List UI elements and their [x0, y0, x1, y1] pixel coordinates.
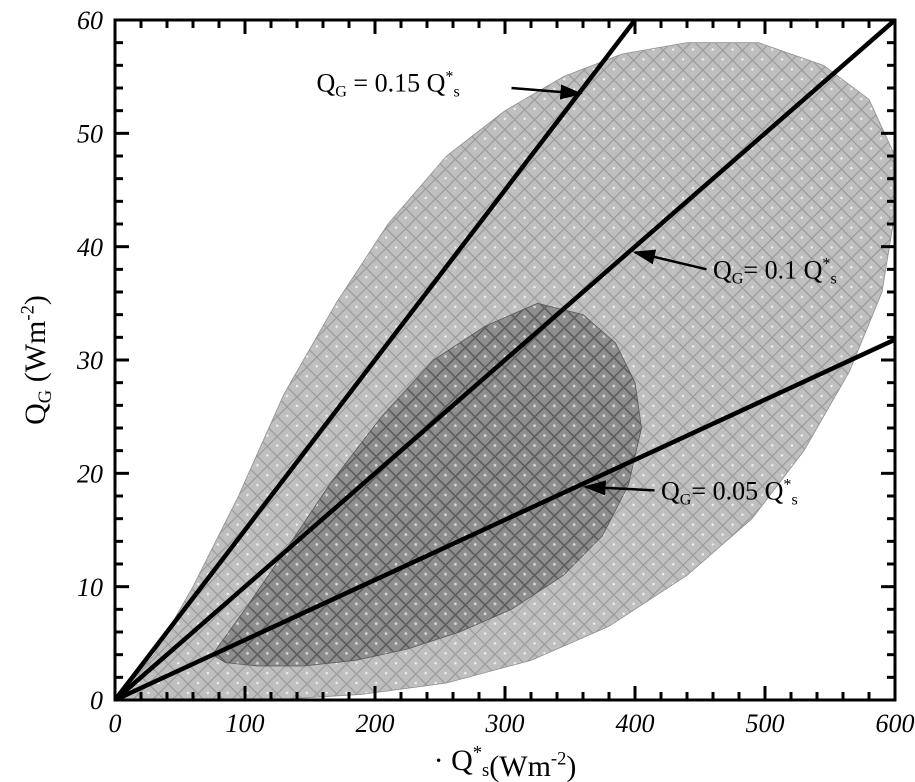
x-tick-label: 0: [109, 709, 122, 738]
y-tick-label: 10: [77, 573, 103, 602]
x-tick-label: 500: [746, 709, 785, 738]
x-tick-label: 600: [876, 709, 915, 738]
y-axis-label: QG (Wm-2): [18, 295, 56, 425]
chart-svg: 0 100 200 300 400 500 600 0 10 20 30 40 50 60 · Q*s(Wm…: [0, 0, 915, 782]
x-tick-label: 100: [226, 709, 265, 738]
x-tick-label: 300: [485, 709, 525, 738]
y-tick-label: 40: [77, 233, 103, 262]
y-tick-label: 60: [77, 6, 103, 35]
annot-010-label: QG= 0.1 Q*s: [713, 255, 837, 287]
x-axis-label: · Q*s(Wm-2): [434, 743, 577, 782]
y-tick-label: 20: [77, 459, 103, 488]
y-tick-label: 50: [77, 119, 103, 148]
annot-015-label: QG = 0.15 Q*s: [317, 68, 460, 100]
y-tick-label: 0: [90, 686, 103, 715]
y-tick-label: 30: [76, 346, 103, 375]
x-tick-label: 200: [356, 709, 395, 738]
x-tick-label: 400: [616, 709, 655, 738]
